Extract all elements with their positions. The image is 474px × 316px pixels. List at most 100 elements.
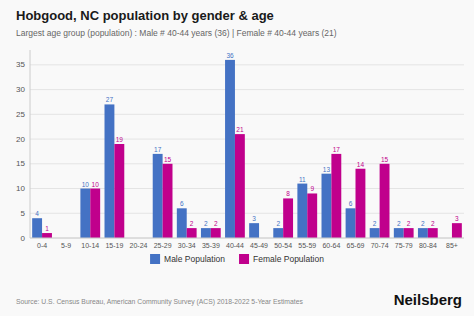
- grid-line: [30, 139, 464, 140]
- data-label: 2: [214, 220, 218, 227]
- data-label: 13: [323, 166, 331, 173]
- y-tick-label: 35: [16, 60, 25, 69]
- data-label: 3: [252, 215, 256, 222]
- data-label: 2: [373, 220, 377, 227]
- y-tick-label: 30: [16, 85, 25, 94]
- data-label: 27: [106, 96, 114, 103]
- bar: [235, 134, 245, 238]
- x-tick-label: 50-54: [274, 242, 292, 249]
- bar: [370, 228, 380, 238]
- subtitle: Largest age group (population) : Male # …: [16, 28, 337, 38]
- bar: [249, 223, 259, 238]
- x-tick-label: 65-69: [347, 242, 365, 249]
- bars: [32, 60, 462, 238]
- bar: [307, 193, 317, 238]
- bar: [380, 164, 390, 238]
- x-tick-label: 0-4: [37, 242, 47, 249]
- bar: [225, 60, 235, 238]
- chart-container: Hobgood, NC population by gender & age La…: [0, 0, 474, 316]
- bar: [187, 228, 197, 238]
- data-label: 21: [236, 126, 244, 133]
- y-tick-label: 0: [21, 234, 26, 243]
- x-tick-label: 85+: [446, 242, 458, 249]
- data-label: 15: [381, 156, 389, 163]
- data-label: 2: [204, 220, 208, 227]
- data-label: 2: [407, 220, 411, 227]
- x-axis-line: [30, 238, 464, 239]
- grid-line: [30, 89, 464, 90]
- data-label: 2: [421, 220, 425, 227]
- source: Source: U.S. Census Bureau, American Com…: [16, 298, 303, 306]
- x-tick-label: 25-29: [154, 242, 172, 249]
- data-label: 3: [455, 215, 459, 222]
- legend-label: Female Population: [253, 254, 324, 264]
- title: Hobgood, NC population by gender & age: [16, 8, 274, 23]
- x-tick-label: 45-49: [250, 242, 268, 249]
- bar: [163, 164, 173, 238]
- bar: [211, 228, 221, 238]
- legend-item: Male Population: [150, 254, 225, 264]
- grid-line: [30, 114, 464, 115]
- data-label: 10: [92, 181, 100, 188]
- data-label: 15: [164, 156, 172, 163]
- data-label: 19: [116, 136, 124, 143]
- x-tick-label: 15-19: [105, 242, 123, 249]
- bar: [283, 198, 293, 238]
- bar: [177, 208, 187, 238]
- x-tick-label: 55-59: [298, 242, 316, 249]
- data-label: 2: [431, 220, 435, 227]
- bar: [452, 223, 462, 238]
- legend-swatch: [239, 254, 249, 264]
- x-axis: 0-45-910-1415-1920-2425-2930-3435-3940-4…: [30, 238, 464, 249]
- y-tick-label: 5: [21, 209, 26, 218]
- x-tick-label: 10-14: [81, 242, 99, 249]
- bar: [331, 154, 341, 238]
- data-label: 9: [310, 185, 314, 192]
- legend: Male Population Female Population: [150, 254, 324, 264]
- data-label: 1: [45, 225, 49, 232]
- data-label: 2: [190, 220, 194, 227]
- chart: Hobgood, NC population by gender & age La…: [0, 0, 474, 316]
- x-tick-label: 40-44: [226, 242, 244, 249]
- data-label: 2: [397, 220, 401, 227]
- background: [0, 0, 474, 316]
- data-label: 10: [82, 181, 90, 188]
- bar: [273, 228, 283, 238]
- x-tick-label: 70-74: [371, 242, 389, 249]
- data-label: 17: [333, 146, 341, 153]
- y-tick-label: 10: [16, 184, 25, 193]
- y-axis: 05101520253035: [16, 50, 464, 243]
- data-label: 6: [180, 200, 184, 207]
- bar: [394, 228, 404, 238]
- grid-line: [30, 64, 464, 65]
- data-label: 17: [154, 146, 162, 153]
- bar: [42, 233, 52, 238]
- grid-line: [30, 238, 464, 239]
- x-tick-label: 5-9: [61, 242, 71, 249]
- y-tick-label: 20: [16, 135, 25, 144]
- data-label: 14: [357, 161, 365, 168]
- bar: [105, 104, 115, 238]
- x-tick-label: 35-39: [202, 242, 220, 249]
- bar: [297, 184, 307, 238]
- legend-swatch: [150, 254, 160, 264]
- bar: [114, 144, 124, 238]
- brand: Neilsberg: [394, 291, 462, 308]
- grid-line: [30, 163, 464, 164]
- y-tick-label: 15: [16, 159, 25, 168]
- bar: [322, 174, 332, 238]
- bar: [356, 169, 366, 238]
- data-label: 4: [35, 210, 39, 217]
- legend-item: Female Population: [239, 254, 324, 264]
- bar: [418, 228, 428, 238]
- data-label: 2: [276, 220, 280, 227]
- bar: [346, 208, 356, 238]
- bar: [201, 228, 211, 238]
- bar: [32, 218, 42, 238]
- bar: [153, 154, 163, 238]
- data-labels: 4102717623632111362221101915222189171415…: [35, 52, 459, 232]
- data-label: 11: [299, 176, 306, 183]
- data-label: 6: [349, 200, 353, 207]
- data-label: 36: [226, 52, 234, 59]
- bar: [80, 189, 90, 238]
